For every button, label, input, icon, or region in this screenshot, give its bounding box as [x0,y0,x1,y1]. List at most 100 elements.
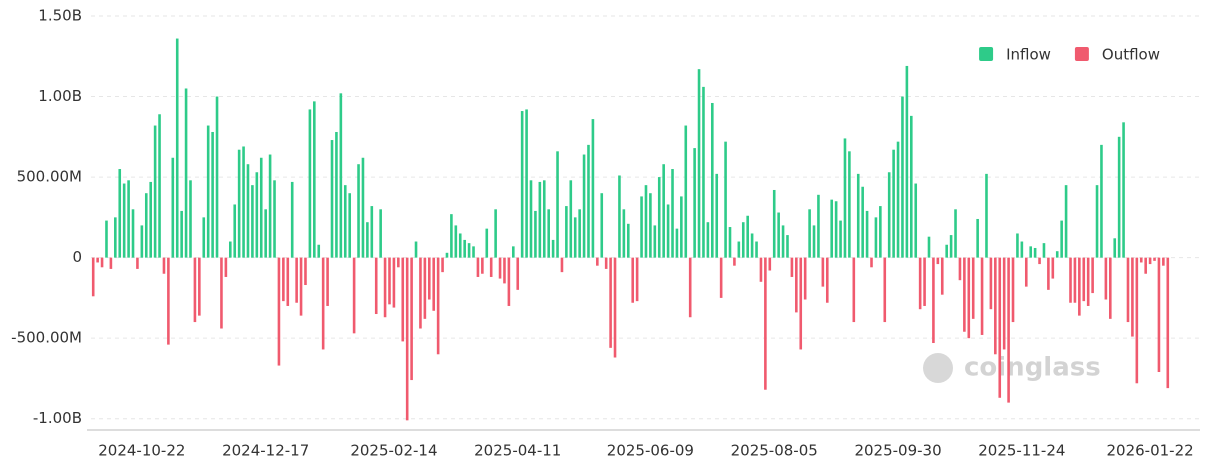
bar [724,141,727,258]
legend-label: Outflow [1102,46,1160,64]
bar [684,125,688,258]
y-tick-label: 500.00M [17,168,82,186]
bar [989,257,993,310]
legend-label: Inflow [1006,46,1051,64]
y-tick-label: 1.00B [38,87,82,105]
bar [295,257,298,303]
bar [277,257,281,366]
bar [954,209,957,258]
bar [1100,144,1103,258]
legend-item: Inflow [979,46,1051,64]
watermark: coinglass [923,353,1101,383]
bar [1086,257,1090,306]
bar [817,194,820,258]
legend-item: Outflow [1074,46,1160,64]
bar [556,151,559,258]
bar [600,193,604,258]
bar [640,196,643,258]
bar [662,164,665,258]
bar [830,199,834,258]
bar [596,257,599,266]
bar [282,257,285,302]
bar [631,257,635,303]
bar [1016,233,1019,258]
bar [330,140,334,258]
bar [940,257,944,295]
bar [184,88,188,258]
bar [538,181,542,258]
bar [865,210,869,258]
bar [697,69,701,258]
bar [626,223,630,258]
bar [109,257,113,269]
bar [883,257,887,323]
bar [246,164,250,258]
bar [273,180,276,258]
bar [1104,257,1108,300]
bar [834,201,838,258]
bar [1122,122,1125,258]
bar [144,193,148,258]
bar [711,102,714,258]
bar [1131,257,1134,337]
legend: Inflow Outflow [979,46,1160,64]
bar [799,257,803,350]
bar [932,257,935,344]
bar [410,257,413,381]
bar [357,164,360,258]
bar [1042,243,1046,258]
legend-swatch [979,47,994,61]
bar [1144,257,1147,274]
bar [591,119,595,258]
watermark-logo [923,353,953,383]
bar [812,225,816,258]
bar [777,212,780,258]
y-tick-label: 0 [72,248,82,266]
bar [233,204,237,258]
bar [781,225,785,258]
bar [582,154,586,258]
bar [910,115,913,258]
bar [693,148,696,258]
bar [436,257,440,355]
bar [1117,136,1121,258]
bar [1135,257,1139,384]
bar [427,257,431,300]
bar [494,209,497,258]
bar [105,220,108,258]
bar [1038,257,1041,265]
bar [215,96,219,258]
bar [441,257,444,273]
bar [560,257,564,273]
bar [366,222,369,258]
bar [1095,185,1099,258]
bar [980,257,984,335]
bar [1033,247,1037,258]
bar [414,241,418,258]
bar [843,138,847,258]
bar [388,257,391,305]
bar [167,257,170,345]
bar [649,193,652,258]
bar [507,257,511,306]
bar [149,181,152,258]
bar [1002,257,1006,350]
bar [220,257,223,329]
bar [392,257,396,308]
bar [472,246,475,258]
bar [96,257,99,263]
bar [733,257,736,266]
bar [1126,257,1130,323]
bar [1148,257,1152,265]
bar [1064,185,1068,258]
bar [140,225,144,258]
bar [498,257,502,279]
bar [100,257,104,268]
bar [971,257,975,319]
x-tick-label: 2025-06-09 [607,442,694,460]
bar [1029,246,1033,258]
bar [476,257,480,277]
bar [1047,257,1050,290]
bar [1109,257,1112,319]
bar [985,173,988,258]
